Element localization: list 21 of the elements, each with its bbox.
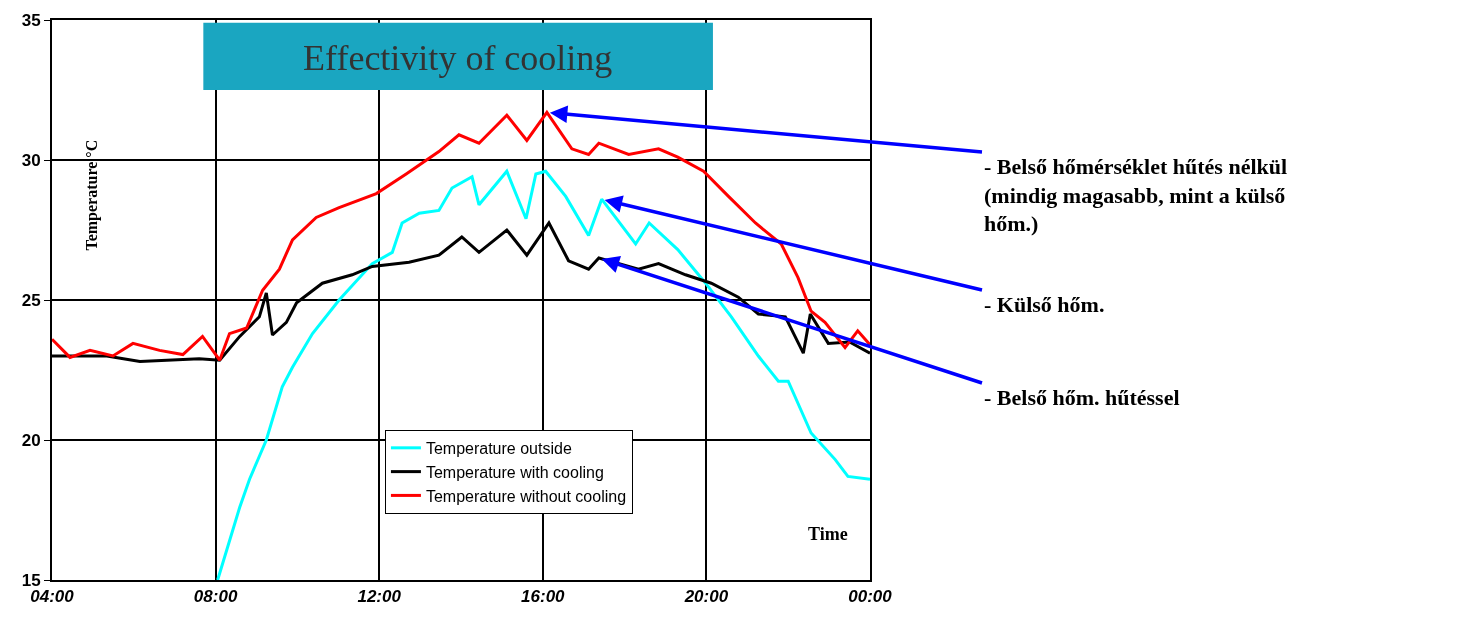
text: Effectivity of cooling <box>303 37 613 78</box>
y-axis-title: Temperature °C <box>83 139 102 251</box>
y-tick-label: 25 <box>21 290 41 310</box>
legend-label: Temperature without cooling <box>425 487 627 505</box>
y-tick-label: 30 <box>21 150 41 170</box>
annotation: - Belső hőm. hűtéssel <box>984 385 1180 410</box>
legend-label: Temperature outside <box>425 440 572 458</box>
x-tick-label: 08:00 <box>193 587 238 607</box>
line-series <box>216 169 870 580</box>
legend-label: Temperature with cooling <box>425 463 604 481</box>
x-tick-label: 00:00 <box>848 587 893 607</box>
y-tick-label: 15 <box>21 570 41 590</box>
x-axis-title: Time <box>808 524 848 544</box>
annotation: - Külső hőm. <box>984 292 1105 317</box>
y-tick-label: 35 <box>21 10 41 30</box>
annotation: - Belső hőmérséklet hűtés nélkül (mindig magasabb, mint a külső hőm.) <box>984 154 1288 237</box>
y-tick-label: 20 <box>21 430 41 450</box>
x-tick-label: 16:00 <box>521 587 566 607</box>
x-tick-label: 12:00 <box>357 587 402 607</box>
x-tick-label: 04:00 <box>30 587 75 607</box>
x-tick-label: 20:00 <box>683 587 729 607</box>
